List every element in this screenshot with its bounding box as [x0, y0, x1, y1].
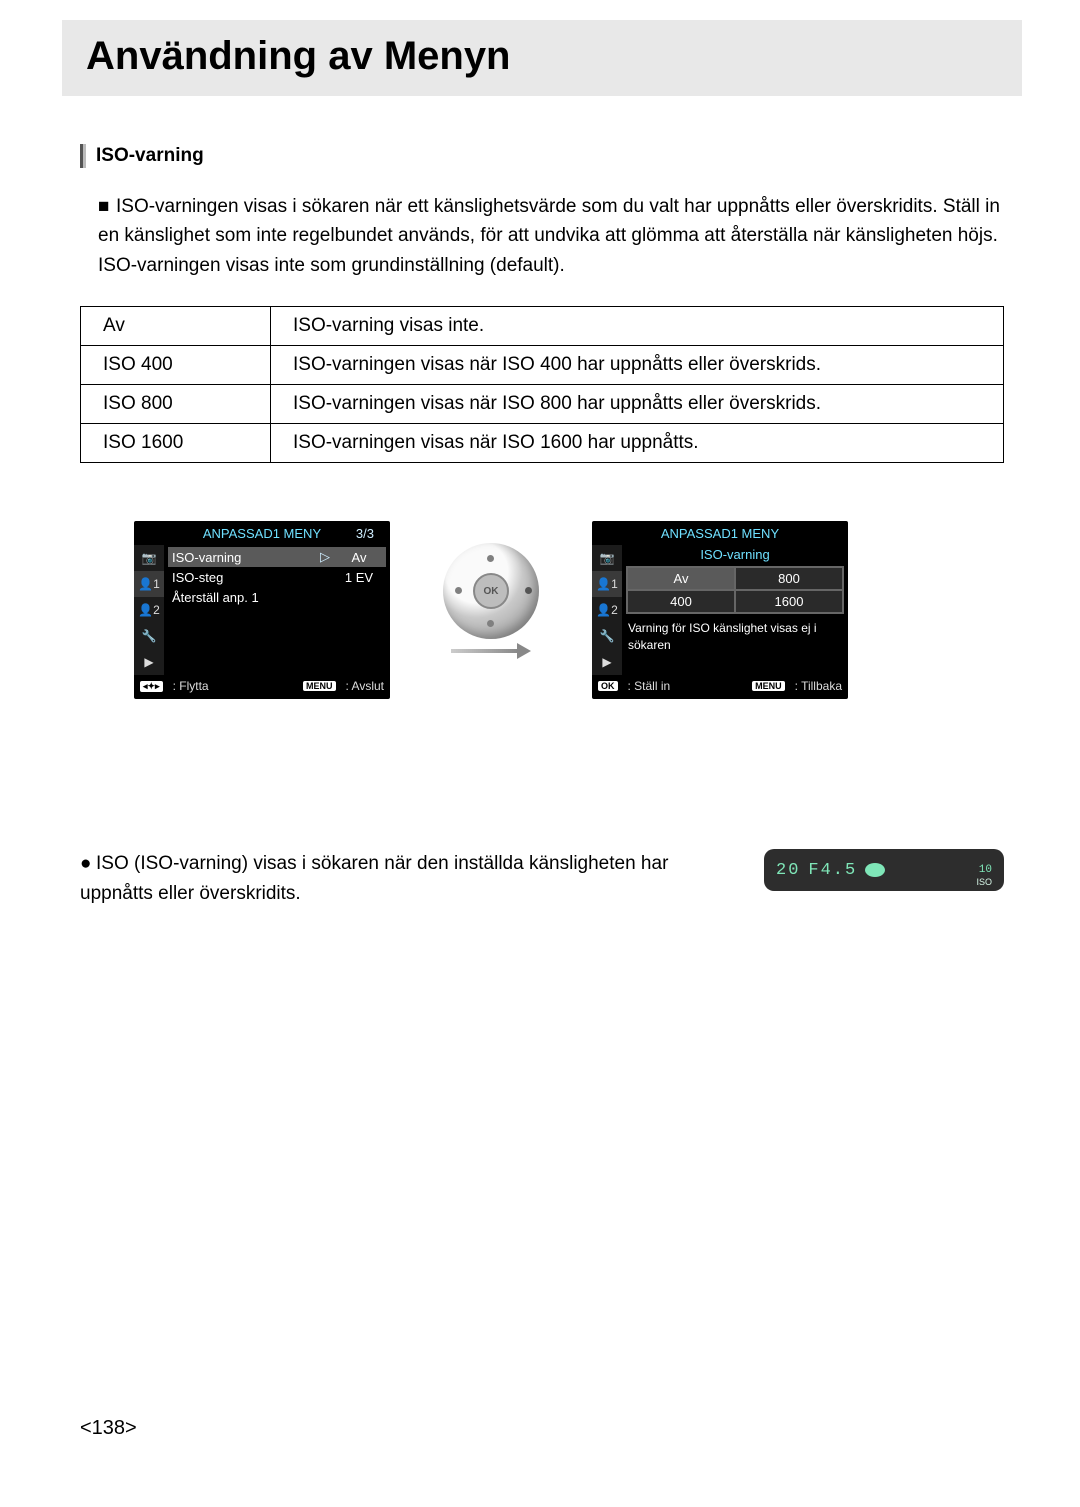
menu-item-value: Av [336, 550, 382, 565]
table-row: ISO 1600ISO-varningen visas när ISO 1600… [81, 424, 1004, 463]
section-heading: ISO-varning [80, 144, 1004, 168]
menu1-page-indicator: 3/3 [356, 526, 374, 541]
table-row: AvISO-varning visas inte. [81, 307, 1004, 346]
dial-dot [487, 555, 494, 562]
vf-iso-label: ISO [976, 877, 992, 887]
menu2-footer-right: : Tillbaka [795, 679, 842, 693]
dial-dot [487, 620, 494, 627]
menu2-tab-strip: 📷👤1👤2🔧▶ [592, 545, 622, 675]
bottom-note-text: ISO (ISO-varning) visas i sökaren när de… [80, 853, 668, 903]
menu-tab[interactable]: 👤2 [134, 597, 164, 623]
intro-text: ISO-varningen visas i sökaren när ett kä… [98, 196, 1000, 276]
vf-shutter: 20 [776, 861, 800, 880]
menu-tab[interactable]: 🔧 [134, 623, 164, 649]
iso-options-table: AvISO-varning visas inte.ISO 400ISO-varn… [80, 306, 1004, 463]
menu2-footer-left: : Ställ in [628, 679, 671, 693]
title-lead-block [62, 20, 82, 96]
round-bullet: ● [80, 849, 96, 878]
menu-key-icon: MENU [303, 681, 336, 691]
menu2-subtitle: ISO-varning [626, 547, 844, 566]
table-cell-desc: ISO-varning visas inte. [271, 307, 1004, 346]
camera-menu-2: ANPASSAD1 MENY 📷👤1👤2🔧▶ ISO-varning Av800… [592, 521, 848, 699]
menu-tab[interactable]: 👤1 [134, 571, 164, 597]
menu-tab[interactable]: 🔧 [592, 623, 622, 649]
control-dial-graphic: OK [426, 543, 556, 659]
chevron-right-icon: ▷ [318, 549, 332, 565]
heading-marker [80, 144, 86, 168]
menu-item-value: 1 EV [336, 570, 382, 585]
dial-dot [455, 587, 462, 594]
table-row: ISO 400ISO-varningen visas när ISO 400 h… [81, 346, 1004, 385]
vf-aperture: F4.5 [808, 861, 857, 880]
menu2-footer: OK : Ställ in MENU : Tillbaka [592, 675, 848, 699]
page-title-bar: Användning av Menyn [62, 20, 1022, 96]
dial-dot [525, 587, 532, 594]
menu-option[interactable]: 1600 [735, 590, 843, 613]
menu-tab[interactable]: ▶ [134, 649, 164, 675]
dial-icon: OK [443, 543, 539, 639]
table-cell-option: ISO 1600 [81, 424, 271, 463]
camera-menu-1: ANPASSAD1 MENY 3/3 📷👤1👤2🔧▶ ISO-varning ▷ A… [134, 521, 390, 699]
menu-option[interactable]: 800 [735, 567, 843, 590]
menu-tab[interactable]: 📷 [134, 545, 164, 571]
menu-item[interactable]: ISO-steg 1 EV [168, 567, 386, 587]
square-bullet: ■ [98, 192, 116, 221]
table-cell-desc: ISO-varningen visas när ISO 800 har uppn… [271, 385, 1004, 424]
menu-tab[interactable]: 👤1 [592, 571, 622, 597]
menu1-footer-right: : Avslut [346, 679, 384, 693]
menu-option[interactable]: 400 [627, 590, 735, 613]
menu-item[interactable]: Återställ anp. 1 [168, 587, 386, 607]
menu-tab[interactable]: 👤2 [592, 597, 622, 623]
menu1-footer: ◂✦▸ : Flytta MENU : Avslut [134, 675, 390, 699]
arrow-right-icon [451, 643, 531, 659]
table-cell-option: ISO 800 [81, 385, 271, 424]
menu-key-icon: MENU [752, 681, 785, 691]
nav-key-icon: ◂✦▸ [140, 681, 163, 692]
dial-ok-button: OK [473, 573, 509, 609]
menu1-tab-strip: 📷👤1👤2🔧▶ [134, 545, 164, 675]
bottom-note: ●ISO (ISO-varning) visas i sökaren när d… [80, 849, 738, 908]
menu-item-label: Återställ anp. 1 [172, 590, 332, 605]
table-cell-desc: ISO-varningen visas när ISO 1600 har upp… [271, 424, 1004, 463]
section-heading-text: ISO-varning [96, 145, 204, 167]
viewfinder-display: 20 F4.5 10 ISO [764, 849, 1004, 891]
menu2-content: ISO-varning Av8004001600 Varning för ISO… [622, 545, 848, 675]
menu-item-label: ISO-varning [172, 550, 314, 565]
menu1-title: ANPASSAD1 MENY [203, 526, 321, 541]
page-number: <138> [80, 1417, 137, 1440]
table-row: ISO 800ISO-varningen visas när ISO 800 h… [81, 385, 1004, 424]
ok-key-icon: OK [598, 681, 618, 691]
table-cell-desc: ISO-varningen visas när ISO 400 har uppn… [271, 346, 1004, 385]
menu1-footer-left: : Flytta [173, 679, 209, 693]
table-cell-option: ISO 400 [81, 346, 271, 385]
menu1-header: ANPASSAD1 MENY 3/3 [134, 521, 390, 545]
intro-paragraph: ■ISO-varningen visas i sökaren när ett k… [98, 192, 1004, 280]
table-cell-option: Av [81, 307, 271, 346]
menu1-content: ISO-varning ▷ Av ISO-steg 1 EV Återställ anp.… [164, 545, 390, 675]
menu-tab[interactable]: ▶ [592, 649, 622, 675]
vf-indicator-icon [865, 863, 885, 877]
menu-tab[interactable]: 📷 [592, 545, 622, 571]
menu-item[interactable]: ISO-varning ▷ Av [168, 547, 386, 567]
menu2-header: ANPASSAD1 MENY [592, 521, 848, 545]
menu2-options-grid: Av8004001600 [626, 566, 844, 614]
vf-right-value: 10 [979, 865, 992, 877]
menu-option[interactable]: Av [627, 567, 735, 590]
menu2-help-text: Varning för ISO känslighet visas ej i sö… [626, 614, 844, 652]
menu-item-label: ISO-steg [172, 570, 332, 585]
menu2-title: ANPASSAD1 MENY [661, 526, 779, 541]
page-title: Användning av Menyn [82, 20, 511, 96]
